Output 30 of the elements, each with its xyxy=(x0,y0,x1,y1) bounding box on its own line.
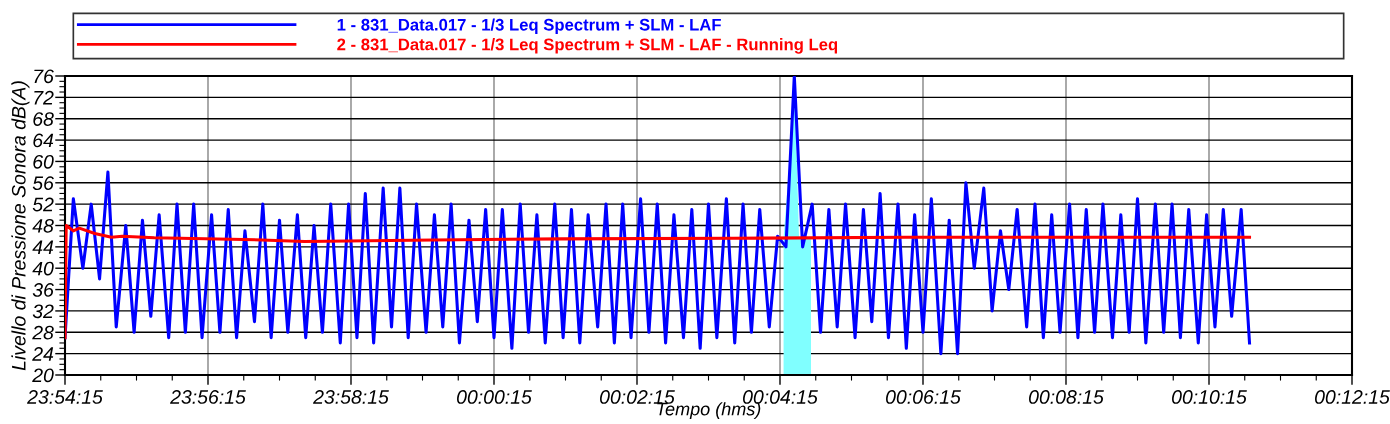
x-tick-label: 00:08:15 xyxy=(1029,390,1104,404)
x-tick-label: 23:58:15 xyxy=(313,390,389,404)
x-tick-label: 00:02:15 xyxy=(600,390,675,404)
y-tick-label: 60 xyxy=(33,154,54,169)
y-tick-label: 68 xyxy=(33,112,54,126)
y-axis-title: Livello di Pressione Sonora dB(A) xyxy=(11,81,30,371)
y-tick-label: 28 xyxy=(32,325,54,340)
y-tick-label: 40 xyxy=(32,261,54,276)
y-tick-label: 48 xyxy=(32,218,54,233)
line-series xyxy=(65,76,1252,356)
y-tick-label: 36 xyxy=(32,283,54,297)
x-tick-label: 23:54:15 xyxy=(27,390,103,404)
y-tick-label: 64 xyxy=(33,133,54,148)
x-tick-label: 00:12:15 xyxy=(1315,390,1390,404)
y-tick-label: 52 xyxy=(32,197,54,212)
y-tick-label: 20 xyxy=(32,368,54,383)
y-tick-label: 44 xyxy=(32,240,54,254)
x-tick-label: 23:56:15 xyxy=(170,390,246,404)
x-tick-label: 00:04:15 xyxy=(743,390,818,404)
y-tick-label: 24 xyxy=(32,347,54,361)
y-tick-label: 72 xyxy=(34,90,54,105)
x-tick-label: 00:10:15 xyxy=(1172,390,1247,404)
text: 2 - 831_Data.017 - 1/3 Leq Spectrum + SLM - LAF - Running Leq xyxy=(337,38,838,54)
y-tick-label: 56 xyxy=(32,176,54,191)
y-tick-label: 32 xyxy=(32,304,54,319)
x-axis-title: Tempo (hms) xyxy=(657,402,761,419)
x-tick-label: 00:00:15 xyxy=(457,390,532,404)
text: 1 - 831_Data.017 - 1/3 Leq Spectrum + SLM - LAF xyxy=(337,18,721,34)
x-tick-label: 00:06:15 xyxy=(886,390,961,404)
y-tick-label: 76 xyxy=(34,69,54,84)
